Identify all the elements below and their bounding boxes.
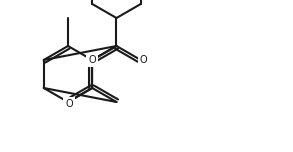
Text: O: O — [140, 55, 148, 65]
Text: O: O — [65, 99, 73, 109]
Text: O: O — [88, 55, 96, 65]
